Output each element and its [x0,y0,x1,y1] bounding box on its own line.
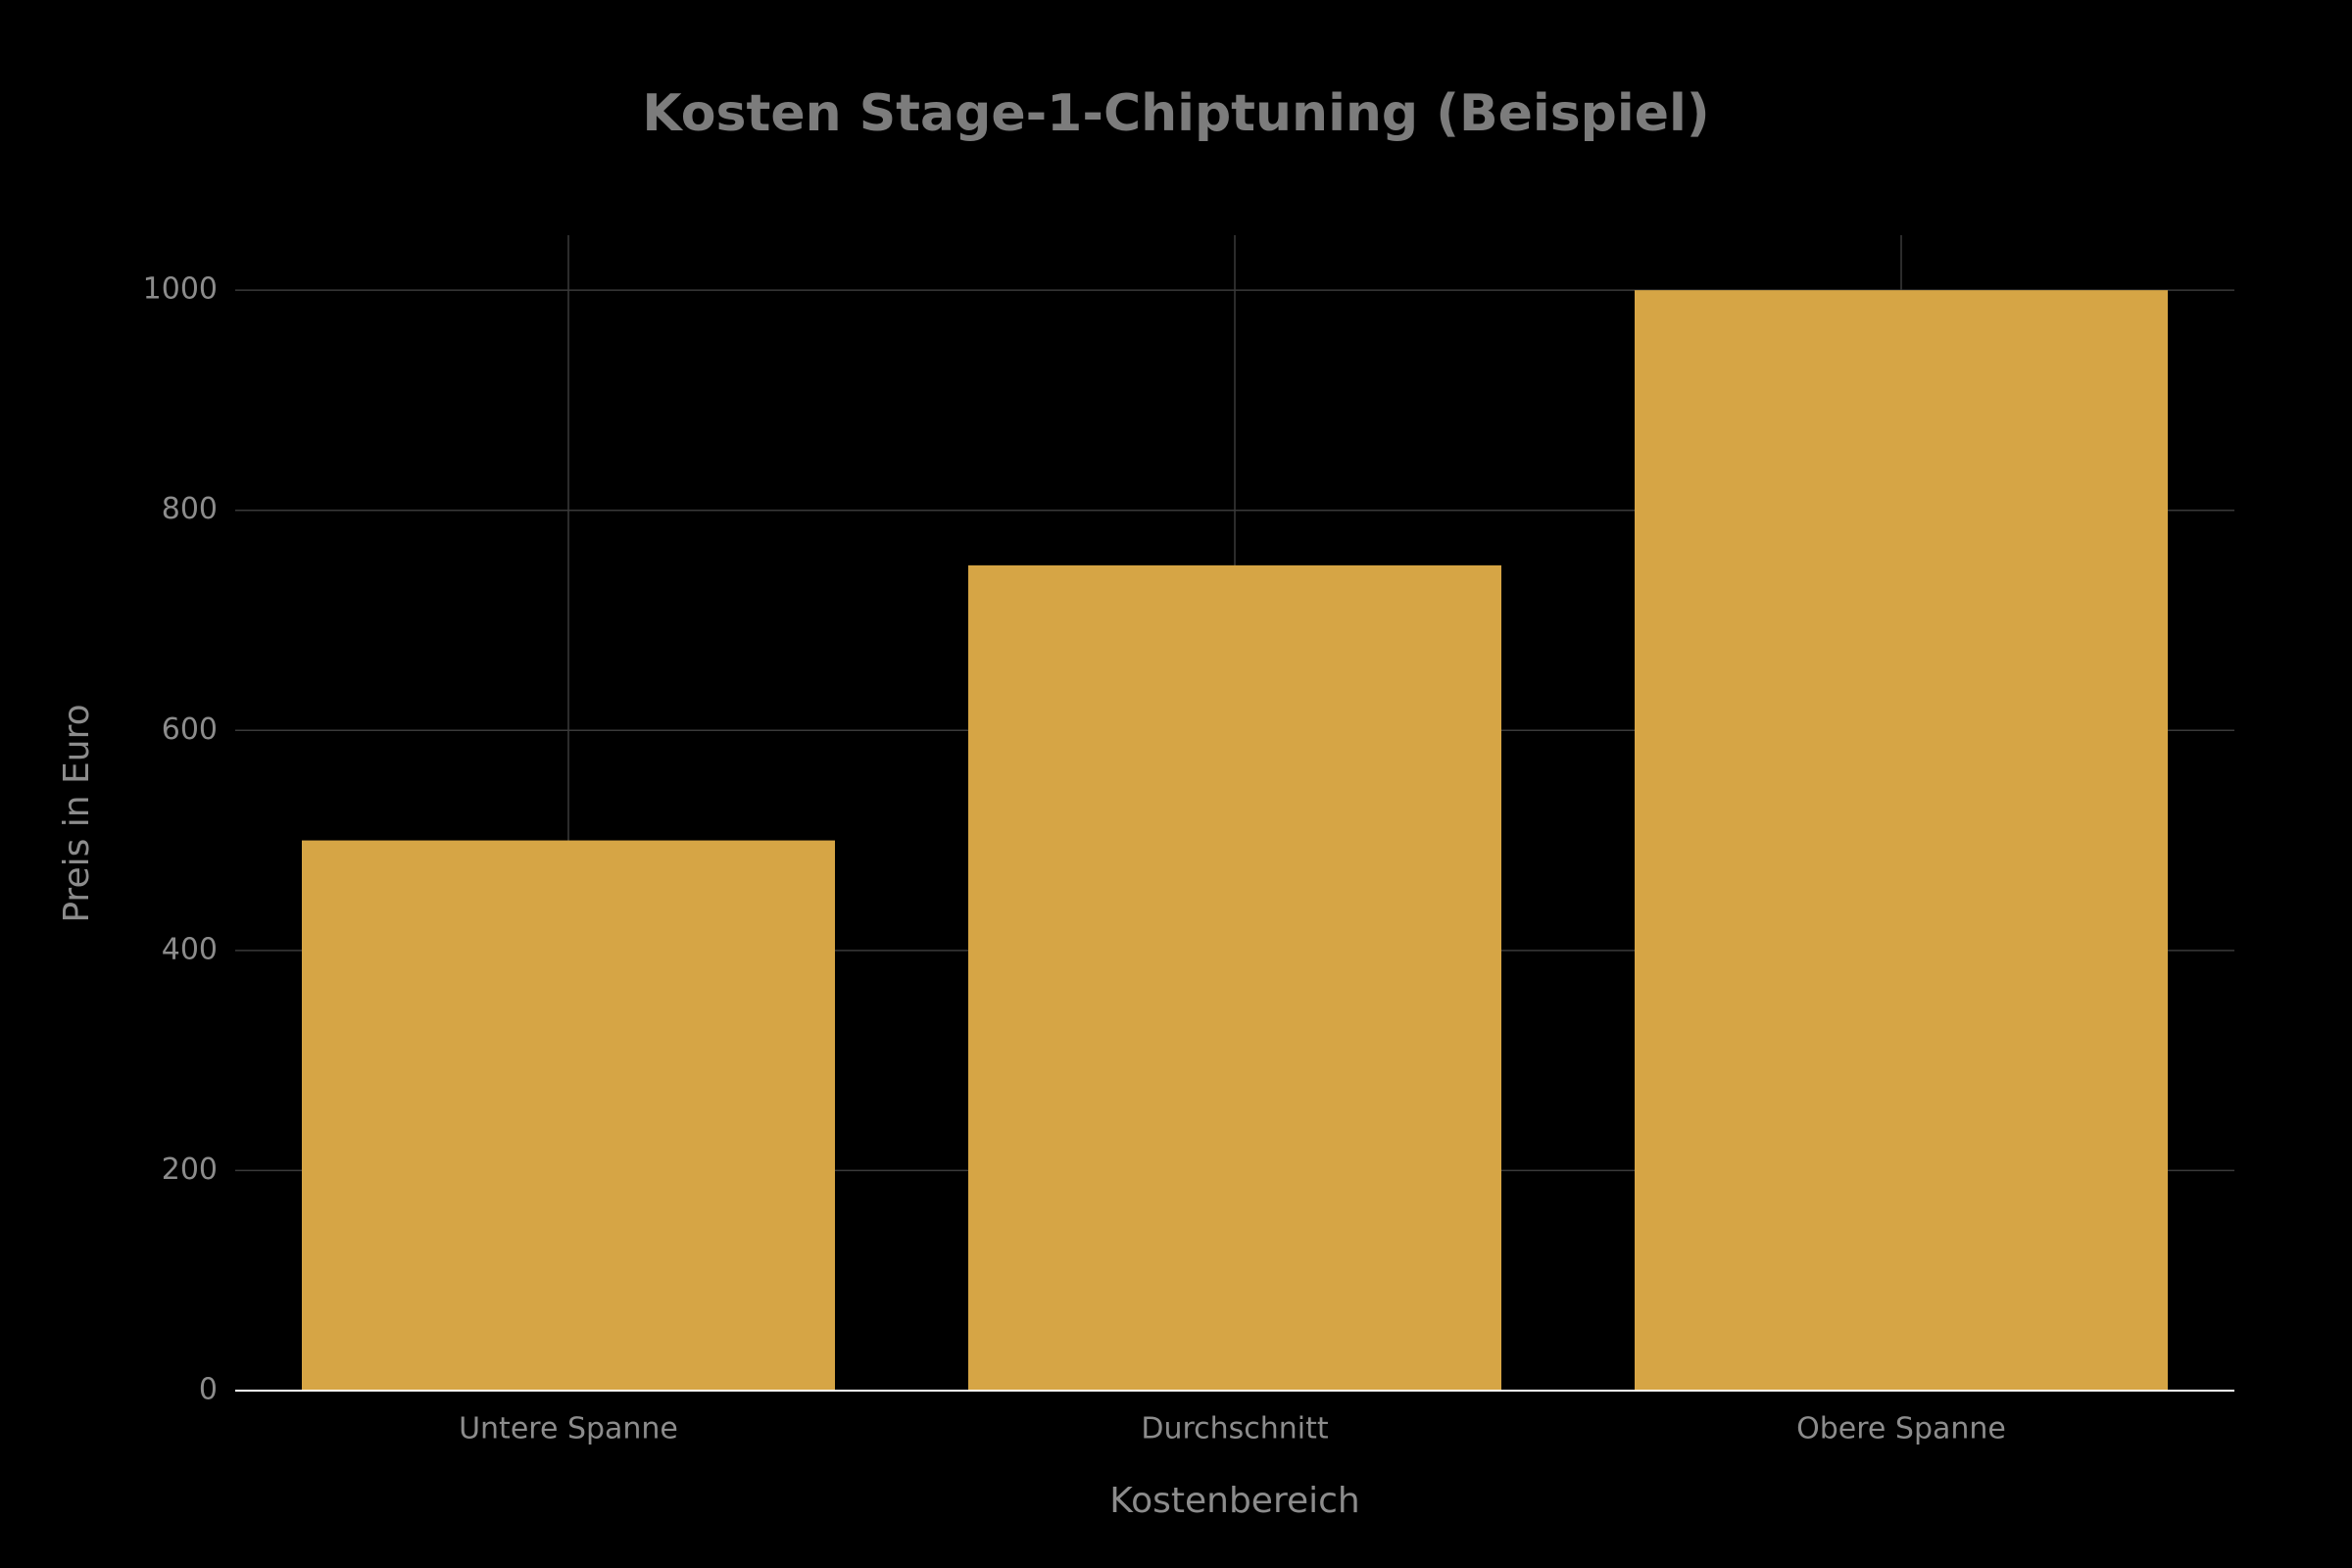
x-tick-label: Obere Spanne [1796,1412,2006,1446]
x-tick-label: Durchschnitt [1141,1412,1329,1446]
y-tick-label: 800 [162,492,218,526]
x-axis-label: Kostenbereich [1109,1481,1359,1521]
chart-title: Kosten Stage-1-Chiptuning (Beispiel) [642,84,1709,143]
y-tick-label: 200 [162,1152,218,1187]
bar [302,840,835,1391]
bar [1635,290,2168,1392]
y-tick-label: 1000 [143,272,218,307]
y-tick-label: 400 [162,932,218,966]
y-axis-label: Preis in Euro [57,704,97,922]
bar [968,564,1501,1391]
y-tick-label: 0 [199,1373,218,1407]
x-tick-label: Untere Spanne [459,1412,678,1446]
y-tick-label: 600 [162,712,218,747]
